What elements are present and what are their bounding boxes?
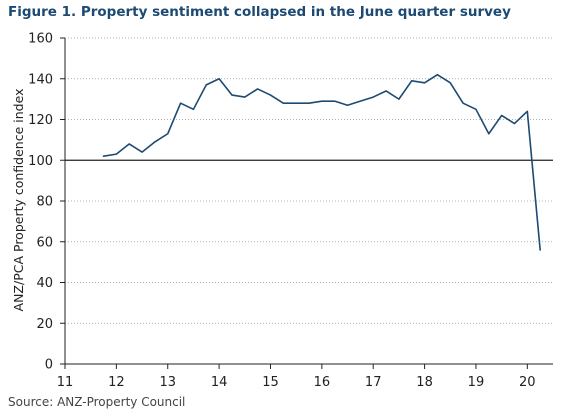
y-tick-label: 0 [45, 358, 53, 373]
x-tick-label: 19 [468, 375, 485, 390]
x-tick-labels: 11 12 13 14 15 16 17 18 19 20 [57, 375, 536, 390]
y-tick-label: 100 [28, 154, 53, 169]
y-tick-label: 80 [36, 195, 53, 210]
x-tick-label: 20 [519, 375, 536, 390]
x-tick-label: 11 [57, 375, 74, 390]
y-tick-labels: 0 20 40 60 80 100 120 140 160 [28, 32, 53, 373]
source-note: Source: ANZ-Property Council [8, 395, 186, 409]
x-tick-label: 12 [108, 375, 125, 390]
gridlines [65, 37, 553, 324]
y-tick-label: 20 [36, 317, 53, 332]
x-tick-label: 15 [262, 375, 279, 390]
y-axis-title: ANZ/PCA Property confidence index [11, 89, 26, 312]
series-layer [102, 73, 541, 251]
line-chart: 0 20 40 60 80 100 120 140 160 11 12 13 14 15 16 17 18 19… [11, 32, 553, 390]
x-tick-label: 16 [314, 375, 331, 390]
y-tick-label: 160 [28, 32, 53, 47]
series-line [102, 73, 541, 251]
y-tick-label: 60 [36, 235, 53, 250]
x-tick-label: 17 [365, 375, 382, 390]
y-tick-label: 120 [28, 113, 53, 128]
x-tick-label: 13 [159, 375, 176, 390]
y-tick-label: 40 [36, 276, 53, 291]
x-tick-label: 14 [211, 375, 228, 390]
x-tick-label: 18 [416, 375, 433, 390]
figure-title: Figure 1. Property sentiment collapsed i… [8, 4, 511, 20]
axes [60, 37, 553, 369]
y-tick-label: 140 [28, 72, 53, 87]
